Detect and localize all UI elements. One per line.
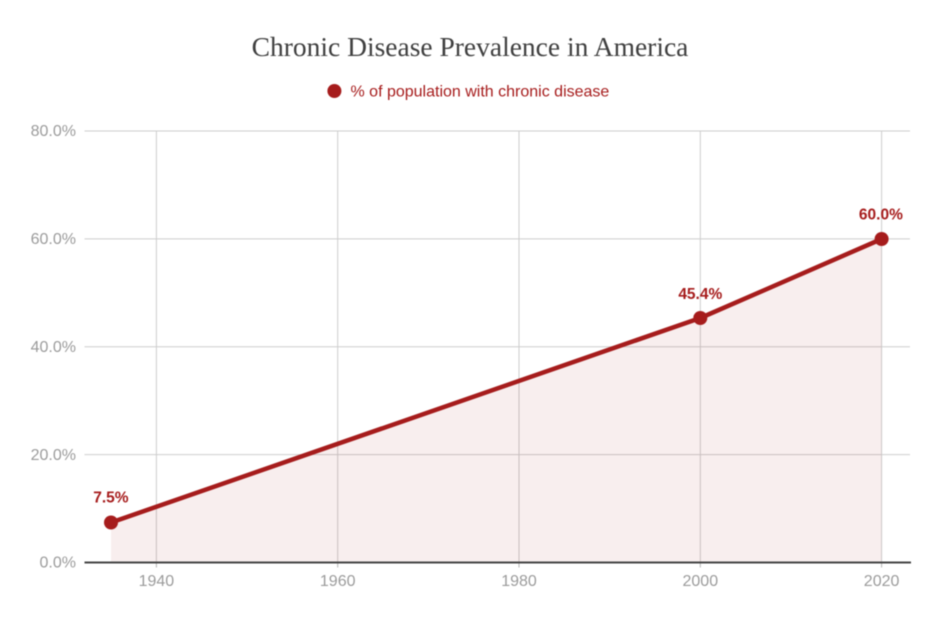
svg-text:2020: 2020 — [864, 573, 900, 590]
svg-text:% of population with chronic d: % of population with chronic disease — [351, 83, 610, 100]
svg-text:60.0%: 60.0% — [859, 207, 903, 224]
svg-text:60.0%: 60.0% — [31, 231, 76, 248]
svg-text:2000: 2000 — [683, 573, 719, 590]
svg-text:0.0%: 0.0% — [40, 555, 76, 572]
svg-text:7.5%: 7.5% — [93, 490, 129, 507]
svg-text:40.0%: 40.0% — [31, 339, 76, 356]
svg-text:1940: 1940 — [139, 573, 175, 590]
svg-text:1960: 1960 — [320, 573, 356, 590]
svg-text:80.0%: 80.0% — [31, 123, 76, 140]
svg-text:20.0%: 20.0% — [31, 447, 76, 464]
svg-text:1980: 1980 — [501, 573, 537, 590]
svg-text:45.4%: 45.4% — [678, 286, 722, 303]
svg-text:Chronic Disease Prevalence in: Chronic Disease Prevalence in America — [252, 31, 689, 62]
